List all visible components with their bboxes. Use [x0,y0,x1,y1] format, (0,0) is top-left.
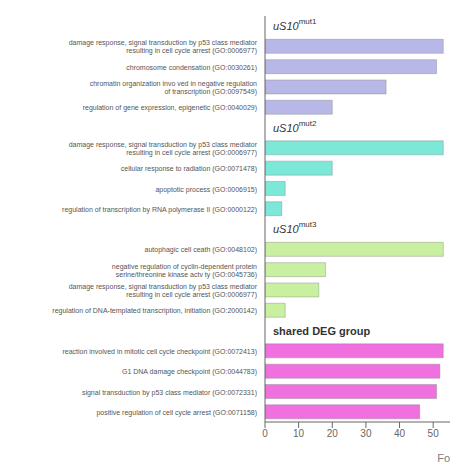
svg-text:apoptotic process (GO:0006915): apoptotic process (GO:0006915) [155,185,257,193]
svg-text:regulation of DNA-templated tr: regulation of DNA-templated transcriptio… [52,307,257,315]
svg-text:chromatin organization invo ve: chromatin organization invo ved in negat… [90,80,257,96]
svg-text:damage response, signal transd: damage response, signal transduction by … [69,140,258,156]
svg-text:regulation of transcription by: regulation of transcription by RNA polym… [62,205,257,213]
svg-text:autophagic cell ceath (GO:0048: autophagic cell ceath (GO:0048102) [145,246,257,254]
svg-text:signal transduction by p53 cla: signal transduction by p53 class mediato… [82,388,257,396]
svg-text:damage response, signal transd: damage response, signal transduction by … [69,39,258,55]
svg-text:0: 0 [262,428,268,439]
svg-text:regulation of gene expression,: regulation of gene expression, epigeneti… [83,104,257,112]
svg-text:20: 20 [327,428,339,439]
svg-text:uS10mut1: uS10mut1 [273,17,317,33]
svg-text:30: 30 [360,428,372,439]
svg-text:10: 10 [293,428,305,439]
svg-text:G1 DNA damage checkpoint (GO:0: G1 DNA damage checkpoint (GO:0044783) [122,368,257,376]
svg-text:reaction involved in mitotic c: reaction involved in mitotic cell cycle … [62,347,257,355]
svg-text:negative regulation of cyclin-: negative regulation of cyclin-dependent … [112,262,257,278]
svg-text:damage response, signal transd: damage response, signal transduction by … [69,283,258,299]
svg-text:positive regulation of cell cy: positive regulation of cell cycle arrest… [96,408,257,416]
svg-text:uS10mut2: uS10mut2 [273,118,317,133]
svg-text:shared DEG group: shared DEG group [273,325,370,337]
svg-text:50: 50 [428,428,440,439]
svg-text:chromosome condensation (GO:00: chromosome condensation (GO:0030261) [126,63,257,71]
svg-text:cellular response to radiation: cellular response to radiation (GO:00714… [121,165,257,173]
svg-text:40: 40 [394,428,406,439]
svg-text:Fo: Fo [437,452,450,464]
svg-text:uS10mut3: uS10mut3 [273,220,317,236]
